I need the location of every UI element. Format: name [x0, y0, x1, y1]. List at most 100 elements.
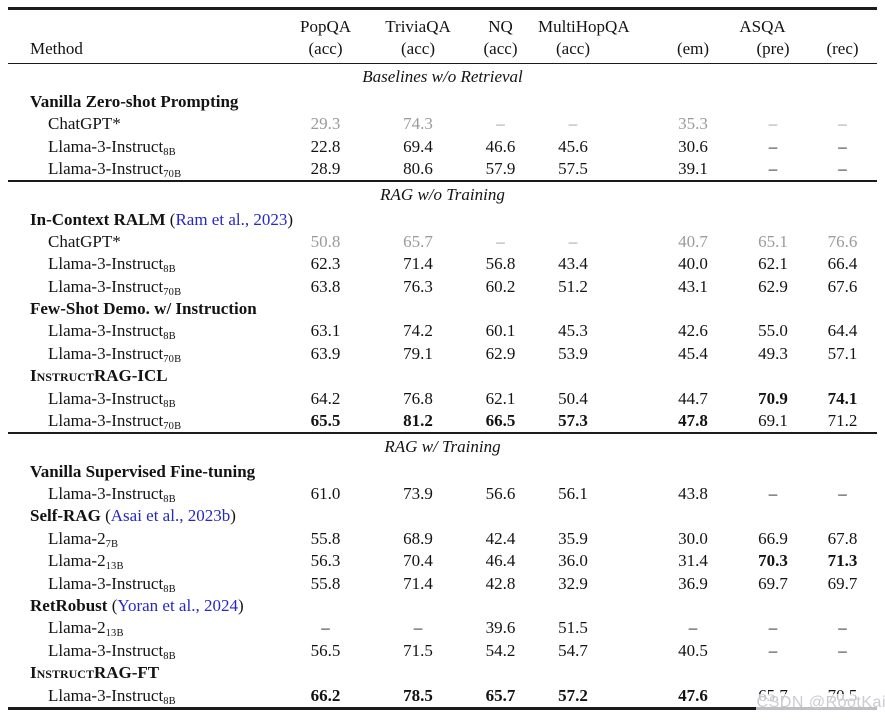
value-cell: 62.9: [485, 343, 516, 363]
value-cell: 63.1: [310, 321, 341, 341]
metric-label-multihopqa-acc: (acc): [556, 38, 590, 58]
value-cell: 60.2: [485, 276, 516, 296]
value-cell: –: [688, 618, 698, 638]
value-cell: 63.9: [310, 343, 341, 363]
value-cell: –: [768, 484, 778, 504]
value-cell: 70.3: [758, 551, 788, 571]
value-cell: 55.0: [758, 321, 788, 341]
method-column-header: Method: [30, 38, 83, 58]
value-cell: 62.3: [310, 254, 341, 274]
model-name: Llama-213B: [48, 618, 124, 640]
model-result-row: Llama-3-Instruct8B 63.1 74.2 60.1 45.3 42.6 55…: [8, 320, 877, 342]
method-group-label: Self-RAG (Asai et al., 2023b): [30, 506, 236, 526]
metric-label-popqa-acc: (acc): [308, 38, 343, 58]
model-name: ChatGPT*: [48, 231, 121, 251]
value-cell: 67.8: [827, 528, 858, 548]
citation: (Ram et al., 2023): [165, 209, 294, 229]
model-size-subscript: 8B: [163, 695, 176, 707]
value-cell: 36.9: [678, 573, 708, 593]
value-cell: 56.8: [485, 254, 516, 274]
value-cell: 42.6: [678, 321, 708, 341]
section-rule: [8, 180, 877, 183]
value-cell: 46.4: [485, 551, 516, 571]
value-cell: 73.9: [403, 484, 433, 504]
header-rule: [8, 62, 877, 65]
value-cell: 69.7: [758, 573, 788, 593]
value-cell: 30.6: [678, 136, 708, 156]
model-name: Llama-3-Instruct8B: [48, 685, 176, 707]
citation-link[interactable]: Asai et al., 2023b: [110, 506, 231, 526]
value-cell: 65.7: [403, 231, 433, 251]
value-cell: 40.0: [678, 254, 708, 274]
value-cell: 47.6: [678, 685, 708, 705]
value-cell: –: [838, 114, 847, 134]
value-cell: 76.8: [403, 388, 433, 408]
value-cell: 57.9: [485, 158, 516, 178]
model-size-subscript: 8B: [163, 264, 176, 276]
value-cell: 65.7: [485, 685, 516, 705]
model-size-subscript: 7B: [105, 538, 119, 550]
model-size-subscript: 8B: [163, 494, 176, 506]
value-cell: 22.8: [310, 136, 341, 156]
value-cell: 78.5: [403, 685, 433, 705]
model-size-subscript: 8B: [163, 398, 176, 410]
value-cell: 65.1: [758, 231, 788, 251]
model-result-row: Llama-213B 56.3 70.4 46.4 36.0 31.4 70.3 71.3: [8, 550, 877, 572]
value-cell: 56.1: [558, 484, 588, 504]
method-group-row: Vanilla Zero-shot Prompting: [8, 91, 877, 113]
value-cell: 29.3: [310, 114, 341, 134]
value-cell: 45.6: [558, 136, 588, 156]
metric-label-nq-acc: (acc): [483, 38, 518, 58]
model-name: Llama-3-Instruct70B: [48, 411, 182, 433]
model-size-subscript: 13B: [105, 561, 124, 573]
value-cell: 62.1: [758, 254, 788, 274]
model-result-row: Llama-213B – – 39.6 51.5 – – –: [8, 617, 877, 639]
method-group-row: In-Context RALM (Ram et al., 2023): [8, 209, 877, 231]
model-size-subscript: 8B: [163, 146, 176, 158]
model-name: Llama-3-Instruct70B: [48, 343, 182, 365]
model-result-row: Llama-3-Instruct8B 62.3 71.4 56.8 43.4 40.0 62…: [8, 253, 877, 275]
value-cell: 63.8: [310, 276, 341, 296]
value-cell: –: [496, 114, 505, 134]
value-cell: 42.8: [485, 573, 516, 593]
method-group-row: InstructRAG-ICL: [8, 365, 877, 387]
top-rule: [8, 7, 877, 10]
value-cell: –: [838, 618, 847, 638]
value-cell: –: [838, 136, 847, 156]
value-cell: –: [321, 618, 330, 638]
method-group-label: Few-Shot Demo. w/ Instruction: [30, 299, 257, 319]
metric-label-triviaqa-acc: (acc): [401, 38, 435, 58]
value-cell: 66.4: [827, 254, 858, 274]
model-name: Llama-3-Instruct8B: [48, 573, 176, 595]
value-cell: 70.4: [403, 551, 433, 571]
model-size-subscript: 70B: [163, 353, 182, 365]
model-name: ChatGPT*: [48, 114, 121, 134]
value-cell: 81.2: [403, 411, 433, 431]
value-cell: 67.6: [827, 276, 858, 296]
value-cell: 60.1: [485, 321, 516, 341]
value-cell: 66.2: [310, 685, 341, 705]
value-cell: –: [838, 640, 847, 660]
value-cell: 56.6: [485, 484, 516, 504]
value-cell: 64.2: [310, 388, 341, 408]
value-cell: 53.9: [558, 343, 588, 363]
value-cell: 51.2: [558, 276, 588, 296]
value-cell: 46.6: [485, 136, 516, 156]
column-header-multihopqa: MultiHopQA: [538, 16, 630, 36]
column-group-header-asqa: ASQA: [739, 16, 786, 36]
value-cell: –: [838, 484, 847, 504]
citation-link[interactable]: Ram et al., 2023: [175, 209, 288, 229]
method-group-row: Self-RAG (Asai et al., 2023b): [8, 505, 877, 527]
value-cell: 76.6: [827, 231, 858, 251]
value-cell: –: [838, 158, 847, 178]
model-size-subscript: 70B: [163, 421, 182, 433]
value-cell: –: [413, 618, 423, 638]
value-cell: 30.0: [678, 528, 708, 548]
model-result-row: Llama-27B 55.8 68.9 42.4 35.9 30.0 66.9 67.8: [8, 528, 877, 550]
value-cell: –: [768, 158, 778, 178]
value-cell: –: [568, 231, 578, 251]
citation-link[interactable]: Yoran et al., 2024: [117, 595, 238, 615]
section-title: Baselines w/o Retrieval: [362, 67, 523, 87]
model-result-row: Llama-3-Instruct70B 63.8 76.3 60.2 51.2 43.1 6…: [8, 276, 877, 298]
table-header: Method PopQA TriviaQA NQ MultiHopQA ASQA…: [8, 10, 877, 63]
